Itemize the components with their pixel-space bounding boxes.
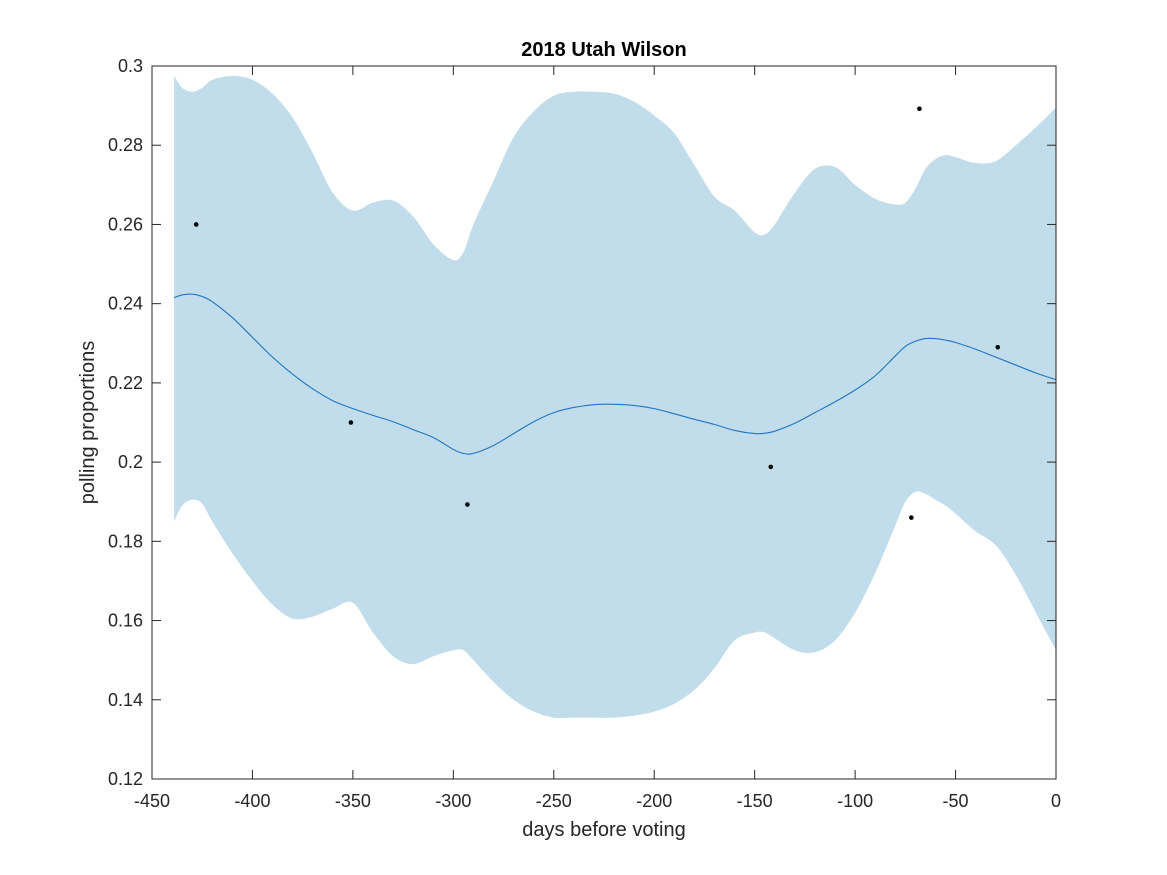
y-tick-label: 0.26 (108, 214, 143, 234)
poll-point (917, 106, 922, 112)
x-tick-label: -300 (435, 791, 471, 811)
poll-point (193, 222, 199, 227)
poll-point (768, 464, 774, 470)
poll-point (348, 420, 354, 425)
x-tick-label: -250 (536, 791, 572, 811)
y-tick-label: 0.3 (118, 56, 143, 76)
y-tick-label: 0.24 (108, 294, 143, 314)
mean-line (173, 293, 1057, 455)
poll-point (465, 502, 470, 507)
y-tick-label: 0.16 (108, 611, 143, 631)
x-tick-label: 0 (1051, 791, 1061, 811)
y-tick-label: 0.14 (108, 690, 143, 710)
y-axis-label: polling proportions (77, 341, 99, 504)
x-tick-label: -450 (134, 791, 170, 811)
axes-box (151, 65, 1057, 780)
y-tick-label: 0.12 (108, 769, 143, 789)
x-tick-label: -100 (837, 791, 873, 811)
y-tick-label: 0.18 (108, 531, 143, 551)
plot-area (173, 75, 1057, 719)
x-tick-label: -350 (335, 791, 371, 811)
y-tick-label: 0.2 (118, 452, 143, 472)
chart-title: 2018 Utah Wilson (521, 39, 686, 61)
x-axis-label: days before voting (522, 819, 685, 841)
x-tick-label: -150 (737, 791, 773, 811)
y-tick-label: 0.22 (108, 373, 143, 393)
poll-point (995, 344, 1001, 350)
poll-point (909, 515, 914, 520)
x-tick-label: -400 (234, 791, 270, 811)
x-tick-label: -50 (943, 791, 969, 811)
y-tick-label: 0.28 (108, 135, 143, 155)
x-tick-label: -200 (636, 791, 672, 811)
axes: -450 -400 -350 -300 -250 -200 -150 -100 -50 0 0.12… (108, 56, 1061, 811)
confidence-band (174, 75, 1057, 719)
